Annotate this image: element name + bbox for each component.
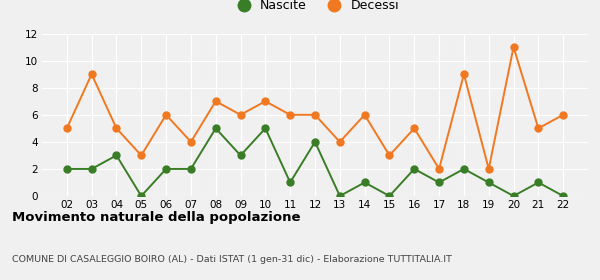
Legend: Nascite, Decessi: Nascite, Decessi: [226, 0, 404, 17]
Text: COMUNE DI CASALEGGIO BOIRO (AL) - Dati ISTAT (1 gen-31 dic) - Elaborazione TUTTI: COMUNE DI CASALEGGIO BOIRO (AL) - Dati I…: [12, 255, 452, 264]
Text: Movimento naturale della popolazione: Movimento naturale della popolazione: [12, 211, 301, 224]
